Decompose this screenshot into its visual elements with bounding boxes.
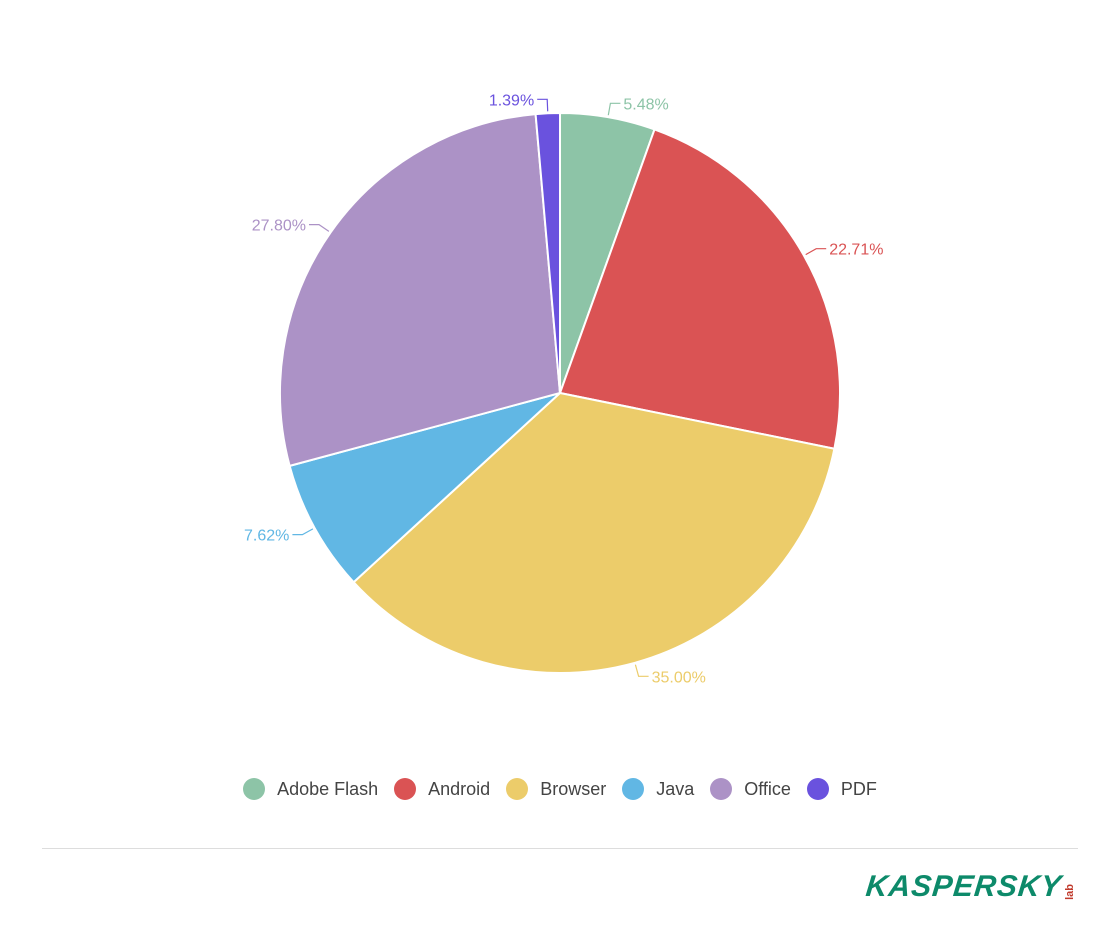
pie-slice-pdf: [534, 111, 561, 394]
legend-swatch: [710, 778, 733, 800]
slice-label-android: 22.71%: [829, 242, 883, 259]
legend-label: Browser: [540, 778, 607, 799]
legend-swatch: [622, 778, 645, 800]
pie-slice-android: [558, 128, 841, 450]
kaspersky-logo: KASPERSKY lab: [864, 870, 1076, 904]
legend-item-pdf[interactable]: PDF: [806, 778, 877, 800]
legend-item-office[interactable]: Office: [710, 778, 791, 800]
legend-label: Adobe Flash: [277, 778, 379, 799]
footer-divider: [42, 848, 1078, 849]
slice-label-browser: 35.00%: [652, 669, 706, 686]
legend-label: Java: [656, 778, 695, 799]
pie-slice-office: [279, 112, 562, 468]
legend-item-java[interactable]: Java: [622, 778, 694, 800]
legend-swatch: [394, 778, 417, 800]
legend-swatch: [806, 778, 829, 800]
legend-swatch: [506, 778, 529, 800]
slice-label-java: 7.62%: [244, 528, 289, 545]
slice-label-pdf: 1.39%: [489, 92, 534, 109]
legend-item-browser[interactable]: Browser: [506, 778, 606, 800]
pie-slice-browser: [352, 391, 836, 674]
leader-line-pdf: [537, 98, 549, 112]
legend-label: PDF: [840, 778, 877, 799]
legend-item-adobe-flash[interactable]: Adobe Flash: [243, 778, 378, 800]
pie-slice-java: [288, 392, 561, 584]
logo-sub: lab: [1064, 884, 1076, 900]
leader-line-adobe-flash: [607, 102, 621, 116]
legend-label: Office: [744, 778, 791, 799]
legend-swatch: [243, 778, 266, 800]
legend-label: Android: [428, 778, 491, 799]
leader-line-android: [805, 248, 827, 256]
logo-wordmark: KASPERSKY: [864, 870, 1064, 903]
leader-line-java: [292, 528, 314, 536]
legend-item-android[interactable]: Android: [394, 778, 490, 800]
slice-label-adobe-flash: 5.48%: [623, 96, 668, 113]
slice-label-office: 27.80%: [252, 218, 306, 235]
leader-line-office: [309, 224, 330, 232]
chart-legend: Adobe Flash Android Browser Java Office PDF: [0, 776, 1120, 802]
leader-line-browser: [634, 664, 649, 677]
